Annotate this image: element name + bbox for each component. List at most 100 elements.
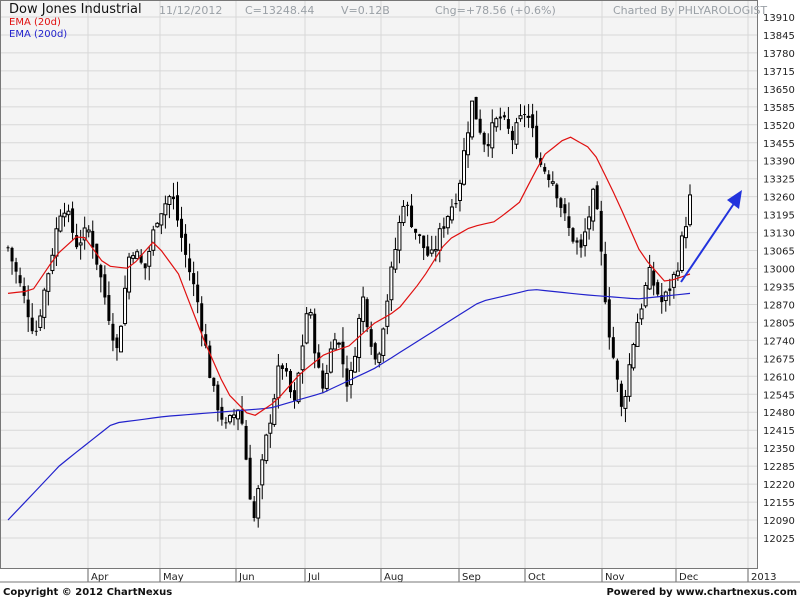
y-tick-label: 13130: [763, 229, 795, 240]
price-candle-down: [418, 234, 422, 237]
chart-title: Dow Jones Industrial: [9, 2, 142, 17]
price-candle-up: [66, 210, 71, 216]
price-candle-up: [264, 434, 269, 462]
price-candle-down: [204, 334, 208, 346]
price-candle-down: [224, 422, 228, 424]
price-candle-up: [163, 203, 168, 216]
quote-volume: V=0.12B: [341, 4, 390, 17]
price-candle-up: [118, 325, 123, 353]
price-candle-down: [559, 198, 563, 208]
price-bars: [6, 96, 692, 528]
y-tick-label: 13585: [763, 103, 795, 114]
price-candle-up: [62, 212, 67, 218]
price-candle-up: [381, 328, 386, 356]
price-candle-up: [131, 255, 136, 259]
price-candle-up: [155, 222, 160, 228]
price-candle-up: [385, 300, 390, 327]
price-candle-down: [510, 130, 514, 141]
price-candle-up: [147, 250, 152, 267]
y-tick-label: 12805: [763, 318, 795, 329]
price-candle-up: [227, 415, 232, 423]
price-candle-up: [332, 339, 337, 350]
price-candle-up: [550, 181, 555, 184]
y-tick-label: 13065: [763, 247, 795, 258]
price-candle-down: [252, 501, 256, 519]
price-candle-up: [688, 194, 692, 226]
price-candle-up: [231, 414, 236, 419]
price-candle-down: [34, 330, 38, 332]
price-candle-down: [26, 299, 30, 318]
y-tick-label: 12480: [763, 408, 795, 419]
price-candle-down: [341, 341, 345, 365]
price-candle-up: [671, 273, 676, 288]
price-candle-up: [276, 365, 281, 399]
price-candle-up: [123, 287, 128, 325]
y-tick-label: 13000: [763, 265, 795, 276]
price-candle-down: [426, 246, 430, 256]
price-candle-down: [603, 253, 607, 303]
price-candle-down: [652, 270, 656, 286]
price-candle-down: [345, 368, 349, 387]
price-candle-up: [324, 372, 329, 389]
price-candle-down: [607, 299, 611, 338]
price-candle-down: [321, 370, 325, 389]
quote-close: C=13248.44: [245, 4, 315, 17]
price-candle-down: [535, 125, 539, 158]
ema200-line: [7, 289, 691, 521]
price-candle-up: [675, 270, 680, 277]
price-candle-down: [523, 114, 527, 116]
price-candle-down: [99, 265, 103, 278]
price-candle-up: [635, 322, 640, 347]
price-candle-down: [280, 365, 284, 369]
price-candle-down: [611, 337, 615, 358]
price-candle-up: [308, 312, 313, 316]
price-candle-down: [139, 255, 143, 263]
price-candle-up: [58, 215, 63, 232]
price-candle-down: [103, 274, 107, 298]
price-candle-up: [462, 150, 467, 185]
price-candle-up: [296, 372, 301, 403]
y-tick-label: 12220: [763, 480, 795, 491]
price-candle-down: [111, 323, 115, 341]
price-candle-up: [526, 115, 531, 118]
price-candle-up: [643, 284, 648, 307]
price-candle-up: [437, 228, 442, 251]
price-candle-down: [115, 337, 119, 349]
price-candle-up: [38, 315, 43, 328]
legend-ema20: EMA (20d): [9, 17, 61, 28]
powered-by-link[interactable]: Powered by www.chartnexus.com: [606, 587, 797, 598]
price-candle-down: [660, 295, 664, 303]
price-candle-down: [502, 115, 506, 118]
y-tick-label: 13195: [763, 211, 795, 222]
price-candle-up: [86, 229, 91, 233]
price-candle-up: [300, 345, 305, 371]
price-candle-down: [575, 240, 579, 243]
price-candle-down: [180, 218, 184, 238]
quote-date: 11/12/2012: [159, 4, 223, 17]
price-candle-down: [482, 132, 486, 145]
price-candle-down: [406, 204, 410, 206]
price-candle-down: [615, 360, 619, 380]
quote-change: Chg=+78.56 (+0.6%): [435, 4, 556, 17]
price-candle-down: [579, 239, 583, 248]
price-candle-up: [449, 206, 454, 221]
price-candle-down: [284, 368, 288, 372]
price-candle-down: [91, 230, 95, 248]
price-candle-down: [200, 303, 204, 332]
price-candle-down: [184, 233, 188, 255]
y-tick-label: 13650: [763, 85, 795, 96]
x-tick-label: Aug: [384, 572, 404, 583]
price-candle-down: [373, 343, 377, 360]
price-candle-up: [518, 115, 523, 120]
price-candle-down: [478, 118, 482, 133]
price-candle-up: [470, 100, 475, 138]
price-candle-up: [54, 228, 59, 257]
price-candle-up: [623, 395, 628, 409]
y-tick-label: 13715: [763, 67, 795, 78]
price-candle-down: [244, 425, 248, 460]
plot-area: [0, 0, 758, 568]
price-candle-down: [14, 262, 18, 272]
price-candle-up: [587, 216, 592, 230]
price-candle-down: [216, 384, 220, 411]
